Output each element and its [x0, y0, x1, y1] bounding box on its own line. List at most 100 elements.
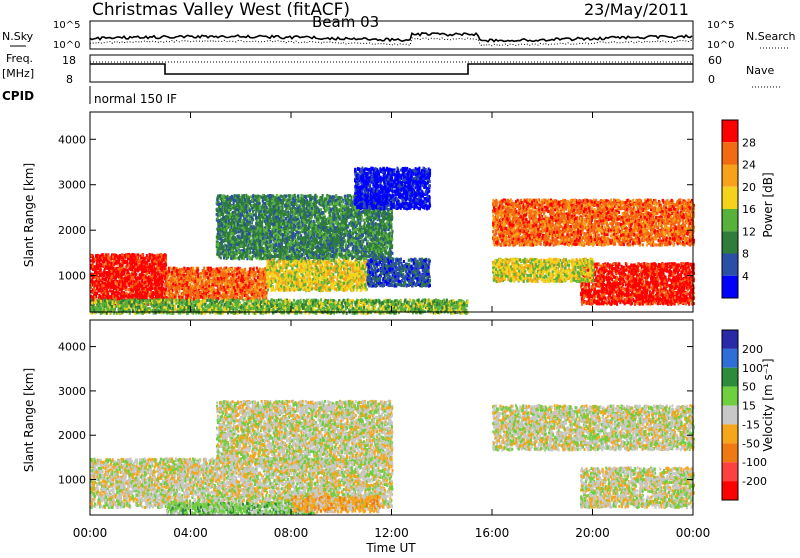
heatmap-cell	[245, 274, 247, 277]
heatmap-cell	[358, 275, 360, 278]
heatmap-cell	[160, 286, 162, 289]
heatmap-cell	[313, 260, 315, 263]
heatmap-cell	[228, 270, 230, 273]
cpid-label: CPID	[2, 89, 34, 103]
heatmap-cell	[221, 285, 223, 288]
heatmap-cell	[234, 273, 236, 276]
heatmap-cell	[331, 273, 333, 276]
heatmap-cell	[338, 276, 340, 279]
heatmap-cell	[251, 293, 253, 296]
heatmap-cell	[145, 289, 147, 292]
freq-label-1: Freq.	[6, 52, 33, 65]
heatmap-cell	[309, 265, 311, 268]
heatmap-cell	[103, 293, 105, 296]
heatmap-cell	[148, 257, 150, 260]
heatmap-cell	[172, 274, 174, 277]
heatmap-cell	[212, 270, 214, 273]
heatmap-cell	[195, 273, 197, 276]
heatmap-cell	[204, 290, 206, 293]
heatmap-cell	[364, 283, 366, 286]
heatmap-cell	[215, 294, 217, 297]
heatmap-cell	[144, 292, 146, 295]
heatmap-cell	[261, 292, 263, 295]
heatmap-cell	[322, 286, 324, 289]
heatmap-cell	[246, 280, 248, 283]
heatmap-cell	[287, 270, 289, 273]
heatmap-cell	[165, 292, 167, 295]
heatmap-cell	[117, 288, 119, 291]
heatmap-cell	[268, 274, 270, 277]
beam-title: Beam 03	[312, 13, 379, 31]
heatmap-cell	[189, 288, 191, 291]
heatmap-cell	[95, 269, 97, 272]
heatmap-cell	[234, 289, 236, 292]
heatmap-cell	[331, 287, 333, 290]
heatmap-cell	[228, 288, 230, 291]
heatmap-cell	[93, 298, 95, 301]
heatmap-cell	[315, 276, 317, 279]
heatmap-cell	[312, 273, 314, 276]
heatmap-cell	[154, 257, 156, 260]
heatmap-cell	[258, 280, 260, 283]
heatmap-cell	[174, 273, 176, 276]
heatmap-cell	[229, 280, 231, 283]
heatmap-cell	[229, 291, 231, 294]
heatmap-cell	[184, 288, 186, 291]
heatmap-cell	[174, 281, 176, 284]
heatmap-cell	[354, 262, 356, 265]
heatmap-cell	[226, 275, 228, 278]
heatmap-cell	[223, 286, 225, 289]
heatmap-cell	[188, 273, 190, 276]
heatmap-cell	[144, 281, 146, 284]
heatmap-cell	[192, 267, 194, 270]
heatmap-cell	[133, 261, 135, 264]
heatmap-cell	[183, 293, 185, 296]
heatmap-cell	[128, 293, 130, 296]
heatmap-cell	[140, 268, 142, 271]
heatmap-cell	[154, 293, 156, 296]
heatmap-cell	[198, 293, 200, 296]
heatmap-cell	[217, 281, 219, 284]
heatmap-cell	[244, 268, 246, 271]
heatmap-cell	[237, 267, 239, 270]
noise-sky-trace	[90, 33, 692, 42]
heatmap-cell	[103, 259, 105, 262]
heatmap-cell	[316, 279, 318, 282]
heatmap-cell	[304, 269, 306, 272]
heatmap-cell	[332, 268, 334, 271]
heatmap-cell	[278, 284, 280, 287]
heatmap-cell	[91, 280, 93, 283]
heatmap-cell	[251, 288, 253, 291]
heatmap-cell	[342, 262, 344, 265]
heatmap-cell	[141, 271, 143, 274]
heatmap-cell	[350, 264, 352, 267]
heatmap-cell	[184, 267, 186, 270]
heatmap-cell	[194, 287, 196, 290]
heatmap-cell	[234, 276, 236, 279]
heatmap-cell	[174, 295, 176, 298]
heatmap-cell	[300, 285, 302, 288]
heatmap-cell	[124, 281, 126, 284]
heatmap-cell	[323, 268, 325, 271]
heatmap-cell	[178, 271, 180, 274]
heatmap-cell	[336, 267, 338, 270]
heatmap-cell	[203, 269, 205, 272]
heatmap-cell	[284, 274, 286, 277]
heatmap-cell	[266, 280, 268, 283]
heatmap-cell	[267, 266, 269, 269]
heatmap-cell	[168, 281, 170, 284]
heatmap-cell	[115, 267, 117, 270]
heatmap-cell	[342, 265, 344, 268]
heatmap-cell	[125, 277, 127, 280]
heatmap-cell	[359, 286, 361, 289]
heatmap-cell	[291, 267, 293, 270]
heatmap-cell	[327, 272, 329, 275]
heatmap-cell	[132, 285, 134, 288]
heatmap-cell	[171, 271, 173, 274]
heatmap-cell	[176, 269, 178, 272]
heatmap-cell	[112, 255, 114, 258]
heatmap-cell	[218, 285, 220, 288]
heatmap-cell	[182, 284, 184, 287]
noise-right-label: N.Search	[746, 30, 796, 43]
heatmap-cell	[205, 292, 207, 295]
